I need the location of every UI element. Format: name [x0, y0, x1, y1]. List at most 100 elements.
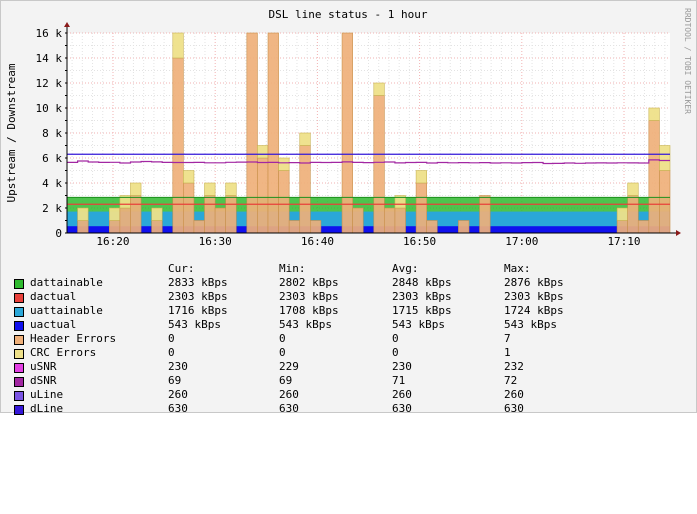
legend-swatch: [14, 335, 24, 345]
bar-header-errors: [426, 220, 438, 234]
bar-crc-errors: [394, 195, 406, 209]
series-bands: [67, 197, 670, 233]
bar-header-errors: [214, 207, 226, 234]
bar-crc-errors: [109, 207, 121, 221]
bar-header-errors: [659, 170, 671, 234]
axes: [64, 22, 681, 236]
bar-header-errors: [394, 207, 406, 234]
legend-row-uline: uLine 260 260 260 260: [14, 388, 524, 402]
y-tick-label: 4 k: [42, 177, 62, 190]
legend: Cur: Min: Avg: Max: dattainable 2833 kBp…: [14, 262, 564, 416]
area-uactual: [67, 226, 670, 233]
bar-header-errors: [267, 32, 279, 234]
x-tick-label: 16:40: [301, 235, 334, 248]
legend-row-uactual: uactual 543 kBps 543 kBps 543 kBps 543 k…: [14, 318, 557, 332]
series-lines: [67, 153, 670, 205]
legend-avg: 1715 kBps: [392, 304, 452, 317]
legend-max: 2303 kBps: [504, 290, 564, 303]
x-tick-label: 17:10: [607, 235, 640, 248]
legend-swatch: [14, 363, 24, 373]
legend-min: 630: [279, 402, 299, 415]
y-tick-labels: 0 2 k 4 k 6 k 8 k 10 k 12 k 14 k 16 k: [36, 27, 63, 240]
legend-cur: 2303 kBps: [168, 290, 228, 303]
legend-header-min: Min:: [279, 262, 306, 275]
bar-crc-errors: [415, 170, 427, 184]
bar-crc-errors: [648, 107, 660, 121]
legend-max: 543 kBps: [504, 318, 557, 331]
legend-min: 0: [279, 346, 286, 359]
legend-name: dSNR: [30, 374, 57, 387]
y-tick-label: 12 k: [36, 77, 63, 90]
legend-max: 7: [504, 332, 511, 345]
bar-header-errors: [183, 182, 195, 234]
bar-header-errors: [458, 220, 470, 234]
legend-name: dactual: [30, 290, 77, 303]
bar-header-errors: [109, 220, 121, 234]
x-tick-label: 16:50: [403, 235, 436, 248]
legend-swatch: [14, 293, 24, 303]
legend-header: Cur: Min: Avg: Max:: [14, 262, 531, 276]
legend-row-uattainable: uattainable 1716 kBps 1708 kBps 1715 kBp…: [14, 304, 564, 318]
bar-crc-errors: [77, 207, 89, 221]
legend-swatch: [14, 405, 24, 415]
legend-row-header-errors: Header Errors 0 0 0 7: [14, 332, 511, 346]
x-tick-labels: 16:20 16:30 16:40 16:50 17:00 17:10: [96, 235, 640, 248]
bar-header-errors: [479, 195, 491, 234]
legend-avg: 0: [392, 332, 399, 345]
legend-max: 260: [504, 388, 524, 401]
bar-crc-errors: [627, 182, 639, 196]
legend-avg: 71: [392, 374, 406, 387]
bar-header-errors: [616, 220, 628, 234]
legend-row-usnr: uSNR 230 229 230 232: [14, 360, 524, 374]
legend-swatch: [14, 349, 24, 359]
legend-avg: 260: [392, 388, 412, 401]
bar-header-errors: [257, 157, 269, 234]
bar-header-errors: [119, 207, 131, 234]
legend-name: dLine: [30, 402, 64, 415]
bar-header-errors: [637, 220, 650, 234]
legend-max: 1: [504, 346, 511, 359]
bar-header-errors: [288, 220, 301, 234]
x-tick-label: 16:20: [96, 235, 129, 248]
legend-swatch: [14, 279, 24, 289]
legend-avg: 2848 kBps: [392, 276, 452, 289]
legend-cur: 260: [168, 388, 188, 401]
legend-row-dline: dLine 630 630 630 630: [14, 402, 524, 416]
legend-swatch: [14, 307, 24, 317]
bar-header-errors: [151, 220, 163, 234]
bar-crc-errors: [183, 170, 195, 184]
y-tick-label: 8 k: [42, 127, 62, 140]
legend-min: 229: [279, 360, 299, 373]
legend-name: uactual: [30, 318, 77, 331]
legend-max: 2876 kBps: [504, 276, 564, 289]
legend-avg: 230: [392, 360, 412, 373]
bar-header-errors: [246, 32, 258, 234]
legend-row-dsnr: dSNR 69 69 71 72: [14, 374, 517, 388]
y-tick-label: 2 k: [42, 202, 62, 215]
legend-name: dattainable: [30, 276, 103, 289]
legend-name: CRC Errors: [30, 346, 97, 359]
bar-crc-errors: [299, 132, 311, 146]
legend-row-dactual: dactual 2303 kBps 2303 kBps 2303 kBps 23…: [14, 290, 564, 304]
bar-header-errors: [352, 207, 364, 234]
bar-crc-errors: [130, 182, 142, 196]
legend-cur: 1716 kBps: [168, 304, 228, 317]
legend-name: uSNR: [30, 360, 57, 373]
legend-swatch: [14, 391, 24, 401]
legend-avg: 0: [392, 346, 399, 359]
y-axis-label: Upstream / Downstream: [5, 63, 18, 202]
legend-cur: 630: [168, 402, 188, 415]
legend-min: 2303 kBps: [279, 290, 339, 303]
bar-crc-errors: [616, 207, 628, 221]
y-tick-label: 6 k: [42, 152, 62, 165]
legend-cur: 0: [168, 332, 175, 345]
legend-cur: 0: [168, 346, 175, 359]
legend-max: 232: [504, 360, 524, 373]
legend-max: 630: [504, 402, 524, 415]
legend-cur: 69: [168, 374, 182, 387]
chart-title: DSL line status - 1 hour: [269, 8, 428, 21]
legend-min: 543 kBps: [279, 318, 332, 331]
line-dsnr: [67, 159, 670, 165]
bar-crc-errors: [172, 32, 184, 59]
legend-avg: 630: [392, 402, 412, 415]
